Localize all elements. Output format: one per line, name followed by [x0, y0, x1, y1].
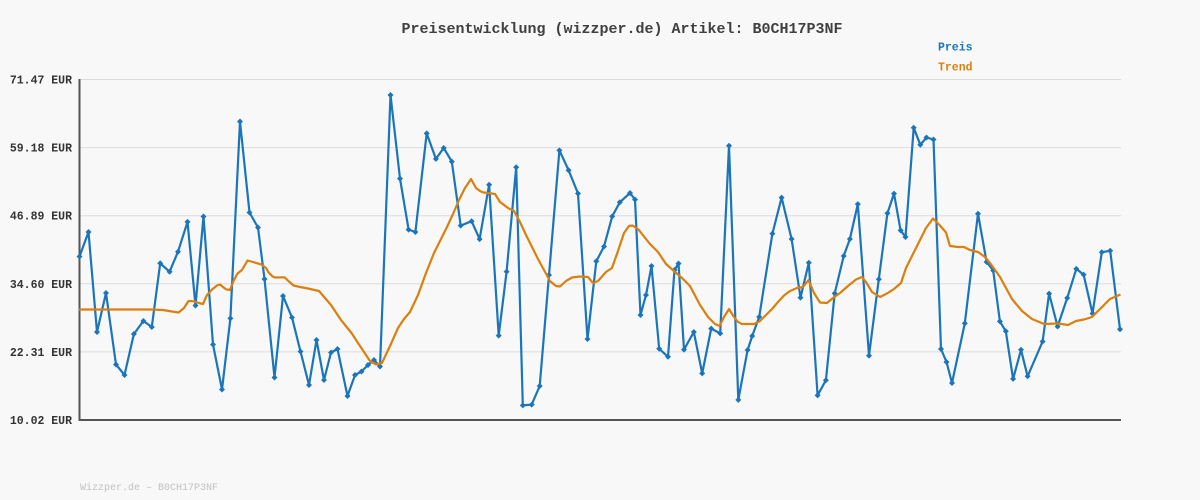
svg-text:34.60 EUR: 34.60 EUR: [10, 279, 72, 292]
svg-text:46.89 EUR: 46.89 EUR: [10, 211, 72, 224]
svg-text:22.31 EUR: 22.31 EUR: [10, 347, 72, 360]
svg-text:Preisentwicklung (wizzper.de): Preisentwicklung (wizzper.de) Artikel: B…: [401, 21, 842, 38]
svg-text:Preis: Preis: [938, 42, 973, 55]
svg-text:10.02 EUR: 10.02 EUR: [10, 415, 72, 428]
svg-text:71.47 EUR: 71.47 EUR: [10, 75, 72, 88]
svg-text:59.18 EUR: 59.18 EUR: [10, 143, 72, 156]
svg-text:Trend: Trend: [938, 62, 973, 75]
svg-text:Wizzper.de – B0CH17P3NF: Wizzper.de – B0CH17P3NF: [80, 482, 218, 494]
